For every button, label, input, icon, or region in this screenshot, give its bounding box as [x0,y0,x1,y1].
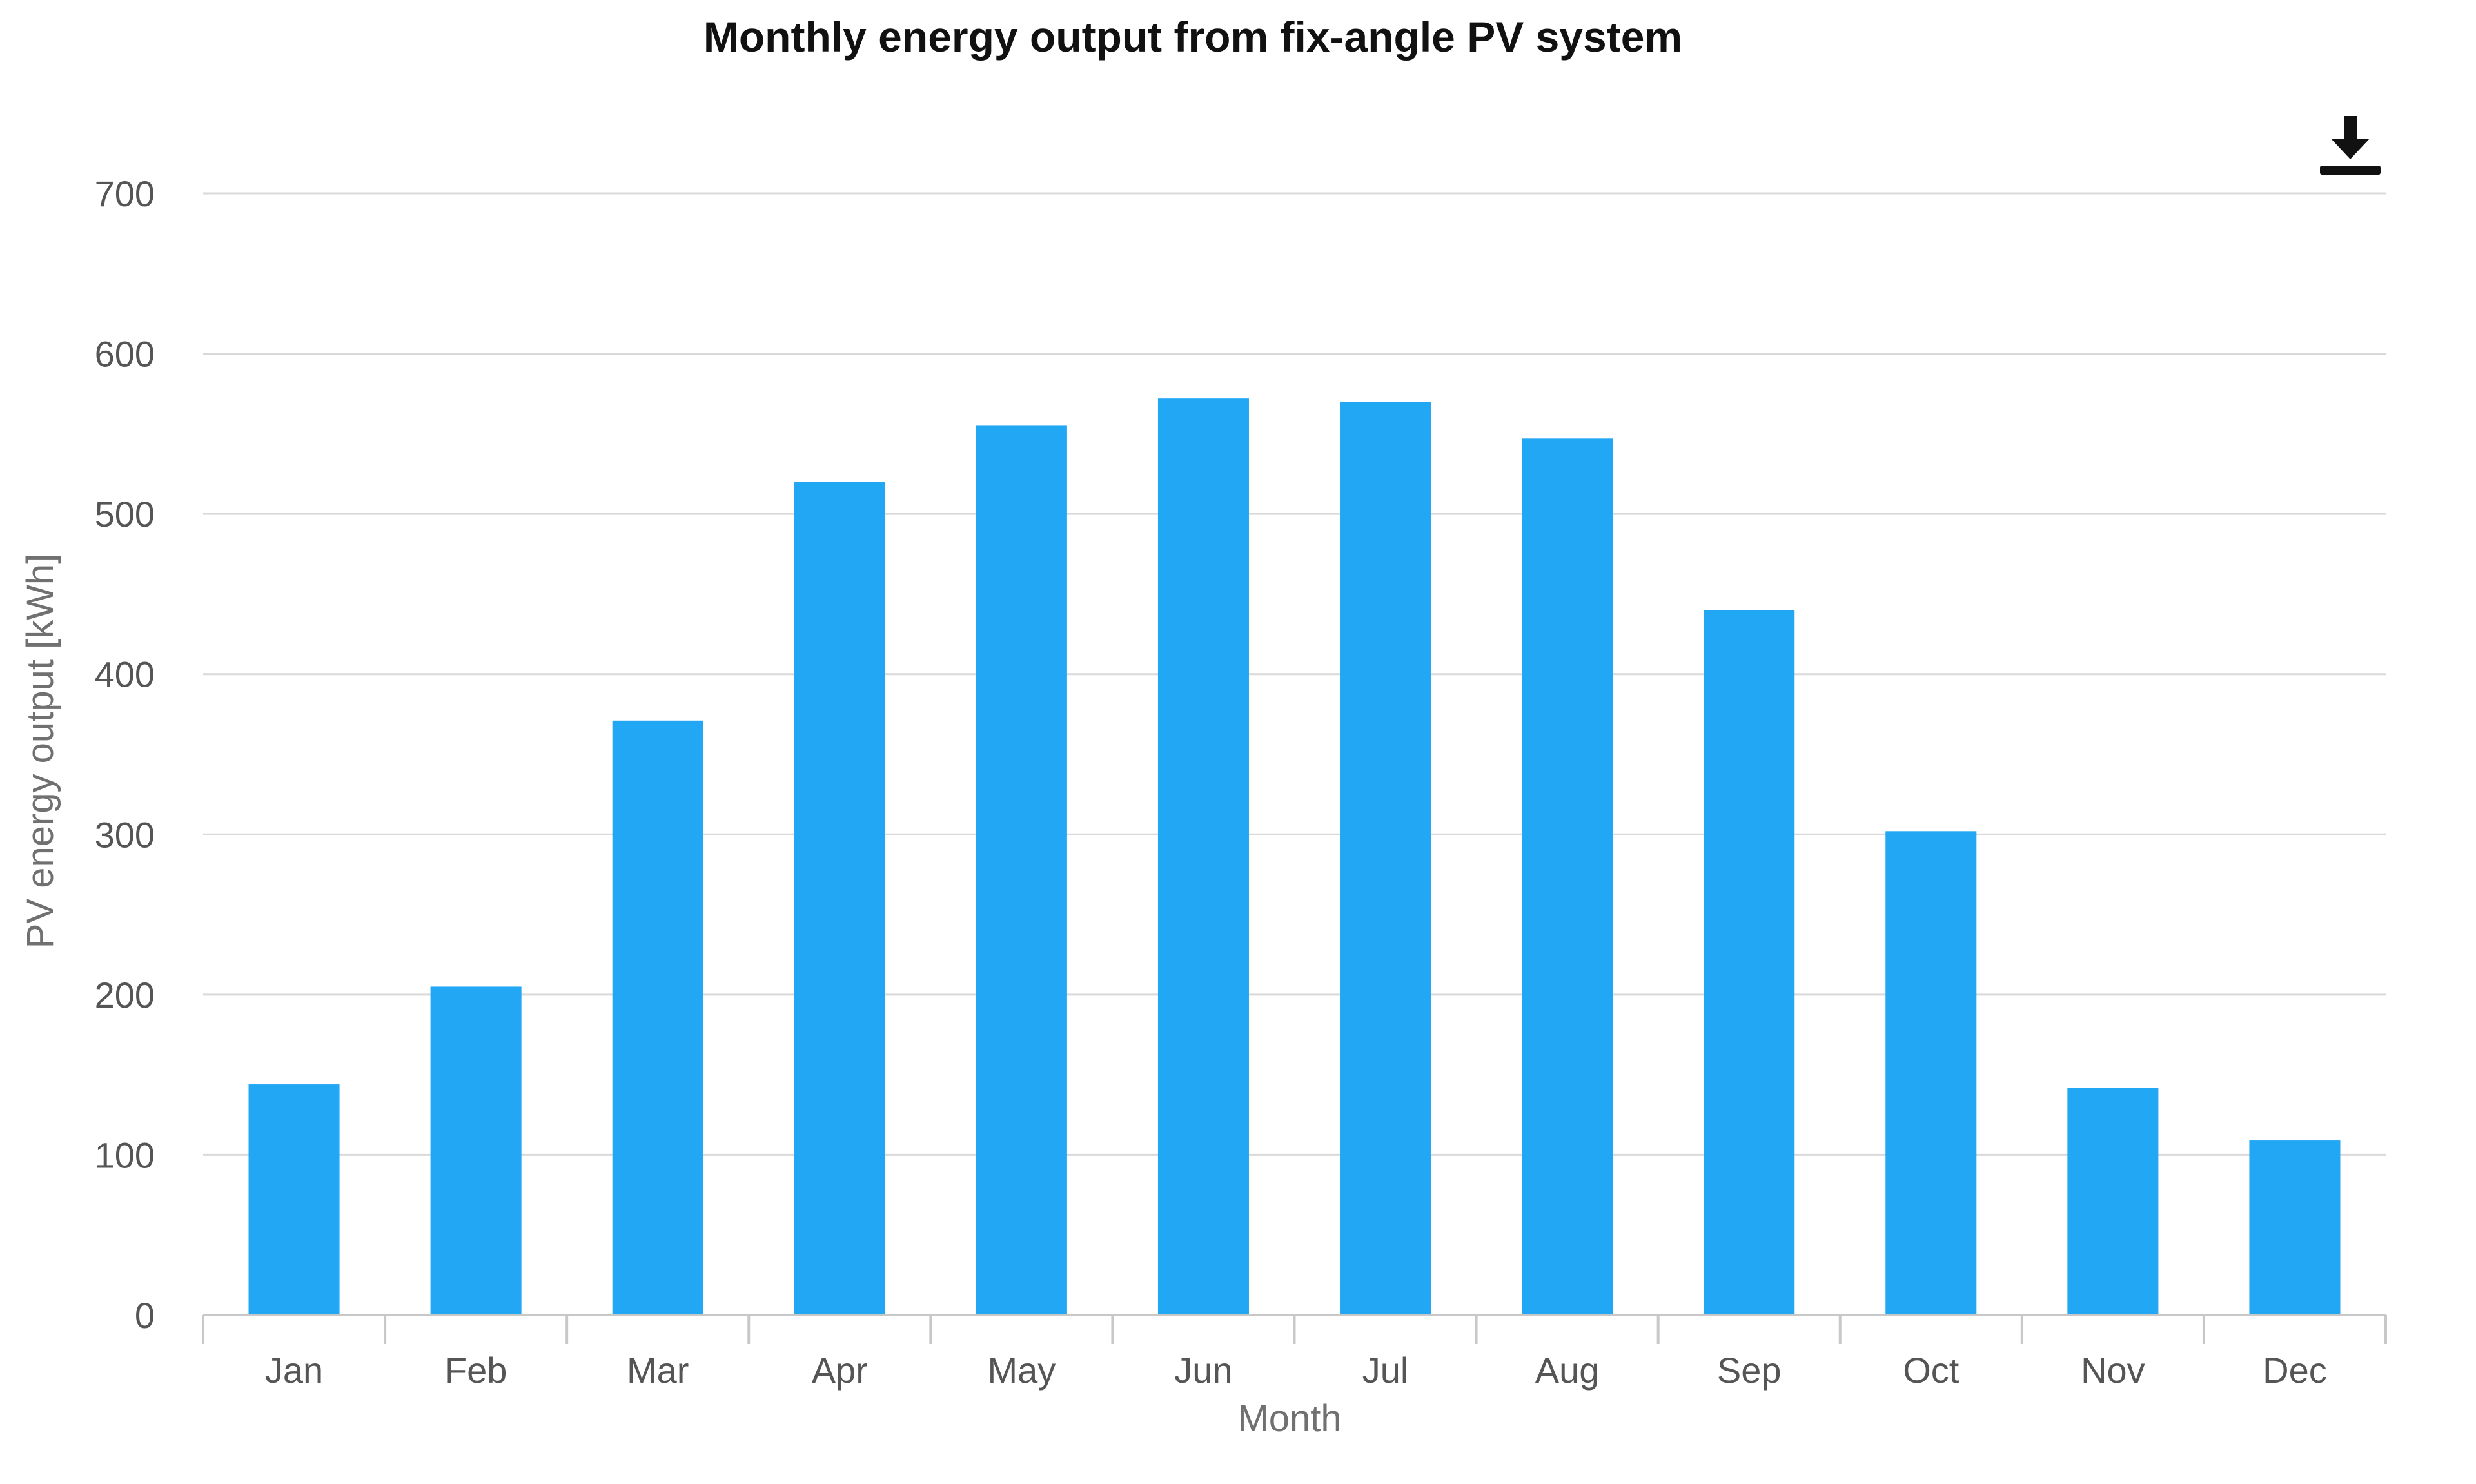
y-tick-label: 400 [95,654,155,695]
x-tick-label-nov: Nov [2081,1350,2145,1391]
y-tick-label: 500 [95,494,155,534]
y-axis-title: PV energy output [kWh] [19,554,61,949]
download-button[interactable] [2315,113,2386,184]
x-tick-label-apr: Apr [812,1350,868,1391]
bar-dec[interactable] [2249,1140,2341,1315]
bar-jan[interactable] [248,1084,340,1315]
bar-may[interactable] [976,425,1067,1315]
axes [202,1314,2387,1344]
y-tick-label: 200 [95,975,155,1015]
bar-nov[interactable] [2067,1088,2159,1315]
y-tick-label: 600 [95,334,155,375]
download-icon [2320,116,2381,175]
bar-aug[interactable] [1522,438,1613,1316]
x-tick-label-sep: Sep [1717,1350,1782,1391]
x-tick-label-oct: Oct [1903,1350,1960,1391]
bar-sep[interactable] [1704,610,1795,1316]
y-tick-label: 100 [95,1135,155,1175]
bar-mar[interactable] [612,720,703,1315]
y-axis-ticks: 0 100 200 300 400 500 600 700 [95,173,155,1336]
grid-lines [203,192,2386,1156]
y-tick-label: 700 [95,173,155,214]
x-tick-label-jun: Jun [1174,1350,1232,1391]
bar-jun[interactable] [1157,398,1249,1316]
bar-apr[interactable] [794,482,885,1315]
x-tick-label-jan: Jan [265,1350,323,1391]
bar-feb[interactable] [430,986,522,1315]
x-tick-label-feb: Feb [445,1350,507,1391]
y-tick-label: 300 [95,814,155,855]
x-tick-label-aug: Aug [1535,1350,1600,1391]
bar-oct[interactable] [1885,831,1977,1315]
x-tick-label-dec: Dec [2263,1350,2327,1391]
y-tick-label: 0 [135,1295,155,1336]
x-tick-label-may: May [987,1350,1056,1391]
chart-title: Monthly energy output from fix-angle PV … [703,13,1682,61]
bars [248,398,2341,1316]
x-tick-label-jul: Jul [1362,1350,1409,1391]
x-axis-title: Month [1237,1398,1341,1440]
bar-jul[interactable] [1340,402,1431,1316]
x-axis-ticks: Jan Feb Mar Apr May Jun Jul Aug Sep Oct Nov Dec [265,1350,2327,1391]
x-tick-label-mar: Mar [627,1350,689,1391]
